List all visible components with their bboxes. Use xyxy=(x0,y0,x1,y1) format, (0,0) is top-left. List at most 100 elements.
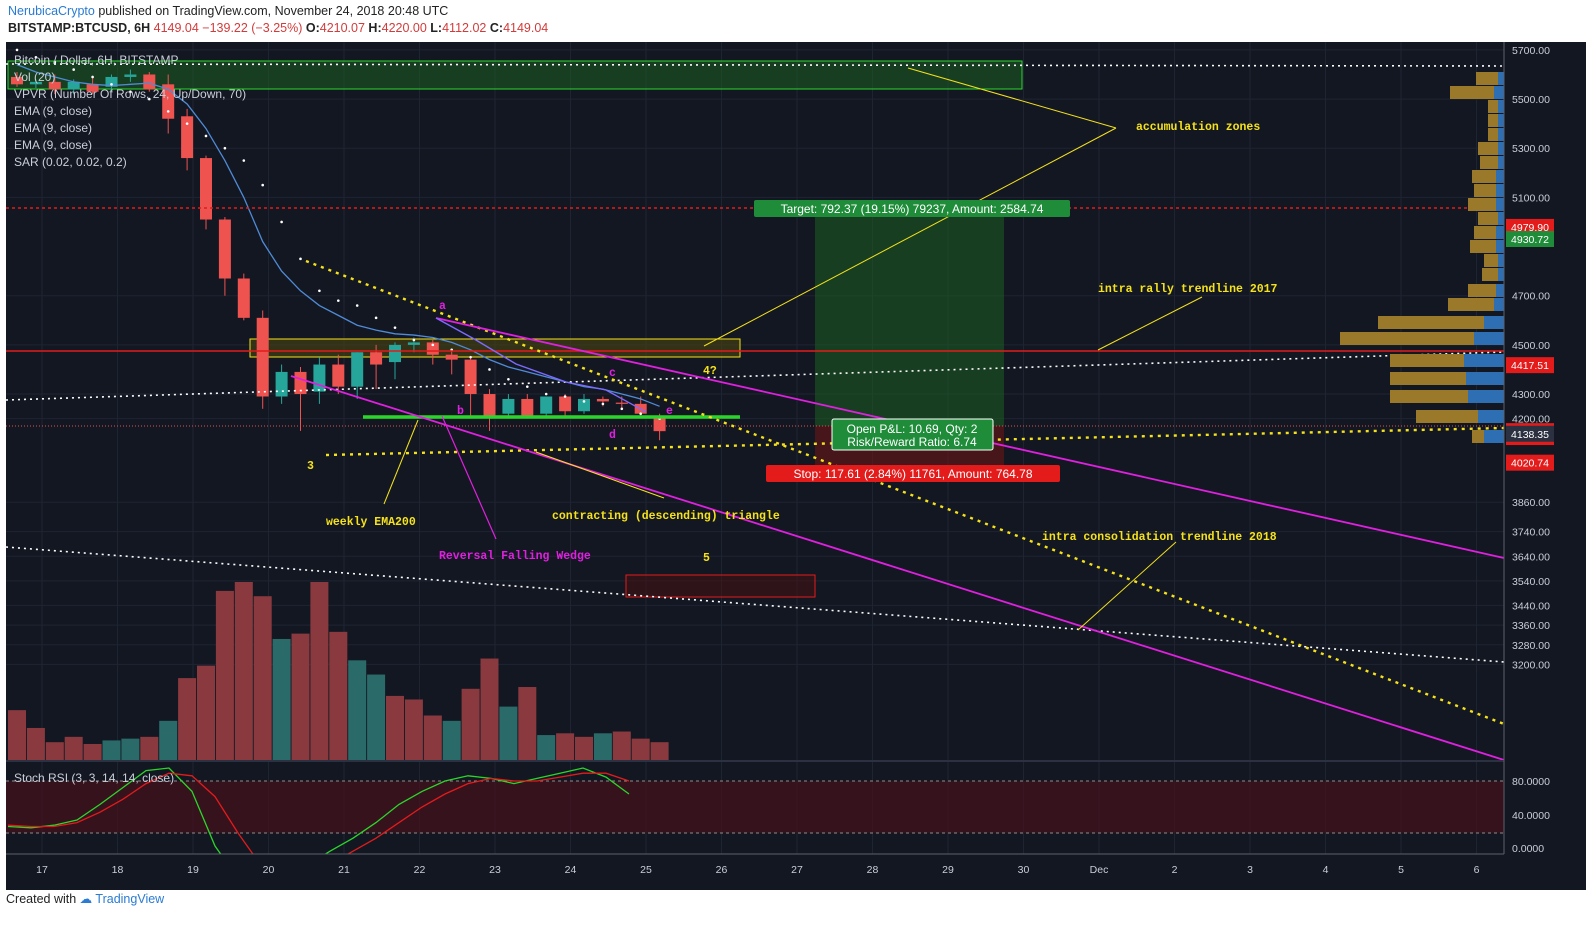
sar-dot xyxy=(507,377,510,381)
label-falling-wedge: Reversal Falling Wedge xyxy=(439,550,591,563)
wedge-inner-line xyxy=(435,317,647,413)
price-tick: 4700.00 xyxy=(1512,291,1550,303)
candle[interactable] xyxy=(143,74,156,90)
top-dotted-line[interactable] xyxy=(6,63,1505,67)
sar-dot xyxy=(488,368,491,371)
volume-bar xyxy=(121,738,140,760)
intra-rally-trendline[interactable] xyxy=(6,351,1505,401)
candle[interactable] xyxy=(578,398,590,412)
vpvr-down xyxy=(1472,430,1484,443)
candle[interactable] xyxy=(615,402,628,404)
author-link[interactable]: NerubicaCrypto xyxy=(8,4,95,18)
candle[interactable] xyxy=(407,342,420,345)
wave-5: 5 xyxy=(703,552,710,565)
candle[interactable] xyxy=(389,344,401,363)
label-accumulation-zones: accumulation zones xyxy=(1136,121,1260,134)
candle[interactable] xyxy=(105,76,118,87)
candle[interactable] xyxy=(596,398,609,402)
price-axis-ticks: 5700.00 5500.00 5300.00 5100.00 4700.00 4500.… xyxy=(1512,45,1550,855)
candle[interactable] xyxy=(559,396,572,412)
legend-sar[interactable]: SAR (0.02, 0.02, 0.2) xyxy=(14,155,127,169)
candle[interactable] xyxy=(162,84,175,119)
volume-bar xyxy=(310,582,329,760)
price-tag-label: 4138.35 xyxy=(1511,429,1549,441)
vpvr-up xyxy=(1496,240,1504,253)
vpvr-up xyxy=(1498,268,1504,281)
sar-dot xyxy=(431,343,435,347)
target-label-box[interactable] xyxy=(754,200,1070,217)
pnl-label-box[interactable] xyxy=(831,418,994,451)
point-e: e xyxy=(666,405,673,418)
volume-bars xyxy=(8,582,669,760)
candle[interactable] xyxy=(445,354,458,360)
volume-bar xyxy=(367,674,386,760)
low-value: 4112.02 xyxy=(442,21,487,35)
legend-vpvr[interactable]: VPVR (Number Of Rows, 24, Up/Down, 70) xyxy=(14,87,246,101)
target-zone-low[interactable] xyxy=(625,574,816,598)
vpvr-down xyxy=(1468,284,1496,297)
candle[interactable] xyxy=(653,416,666,432)
candle[interactable] xyxy=(29,81,42,85)
legend-ema-1[interactable]: EMA (9, close) xyxy=(14,104,92,118)
point-d: d xyxy=(609,429,616,442)
candle[interactable] xyxy=(540,396,553,414)
candle[interactable] xyxy=(67,81,80,90)
price-chart[interactable]: accumulation zones intra rally trendline… xyxy=(6,42,1586,890)
tradingview-logo-link[interactable]: ☁ TradingView xyxy=(79,892,165,906)
accumulation-zone-mid[interactable] xyxy=(249,338,741,358)
position-target-area[interactable] xyxy=(815,209,1004,426)
vpvr-up xyxy=(1498,100,1504,113)
stoch-tick: 40.0000 xyxy=(1512,810,1550,822)
volume-bar xyxy=(650,742,669,760)
footer: Created with ☁ TradingView xyxy=(6,891,164,906)
triangle-upper-line[interactable] xyxy=(305,259,1505,726)
candle[interactable] xyxy=(351,352,364,387)
legend-ema-3[interactable]: EMA (9, close) xyxy=(14,138,92,152)
candle[interactable] xyxy=(275,371,288,397)
legend-volume[interactable]: Vol (20) xyxy=(14,70,55,84)
candle[interactable] xyxy=(48,81,61,90)
candle[interactable] xyxy=(11,76,23,85)
candle[interactable] xyxy=(464,359,477,395)
candle[interactable] xyxy=(218,219,231,279)
sar-dot xyxy=(280,220,283,224)
candle[interactable] xyxy=(483,394,496,417)
price-tick: 5500.00 xyxy=(1512,94,1550,106)
wedge-lower-line[interactable] xyxy=(290,375,1505,761)
sar-dot xyxy=(393,326,397,329)
time-axis[interactable] xyxy=(6,854,1586,890)
candle[interactable] xyxy=(124,74,137,77)
candles-layer xyxy=(11,48,666,441)
sar-dot xyxy=(620,407,624,411)
legend-ema-2[interactable]: EMA (9, close) xyxy=(14,121,92,135)
candle[interactable] xyxy=(502,398,515,414)
point-a: a xyxy=(439,300,446,313)
time-tick: 19 xyxy=(187,864,199,876)
ema-line[interactable] xyxy=(16,64,660,407)
candle[interactable] xyxy=(86,84,99,92)
candle[interactable] xyxy=(200,158,212,220)
candle[interactable] xyxy=(370,352,383,365)
volume-bar xyxy=(159,720,178,760)
vpvr-down xyxy=(1478,212,1498,225)
price-tag xyxy=(1506,357,1554,374)
stop-label-box[interactable] xyxy=(766,465,1060,482)
vpvr-up xyxy=(1496,198,1504,211)
candle[interactable] xyxy=(313,364,326,392)
sar-dot xyxy=(34,55,38,59)
vpvr-up xyxy=(1494,298,1504,311)
pane-separator xyxy=(6,760,1504,762)
label-triangle: contracting (descending) triangle xyxy=(552,510,780,523)
candle[interactable] xyxy=(237,278,250,318)
volume-bar xyxy=(556,733,575,760)
volume-bar xyxy=(404,699,423,760)
candle[interactable] xyxy=(521,398,534,417)
volume-bar xyxy=(442,720,461,760)
candle[interactable] xyxy=(332,364,345,387)
candle[interactable] xyxy=(181,116,194,159)
intra-consolidation-trendline[interactable] xyxy=(6,546,1505,663)
candle[interactable] xyxy=(256,317,269,397)
time-tick: 28 xyxy=(867,864,879,876)
volume-bar xyxy=(215,590,234,760)
legend-stoch-rsi[interactable]: Stoch RSI (3, 3, 14, 14, close) xyxy=(14,771,174,785)
